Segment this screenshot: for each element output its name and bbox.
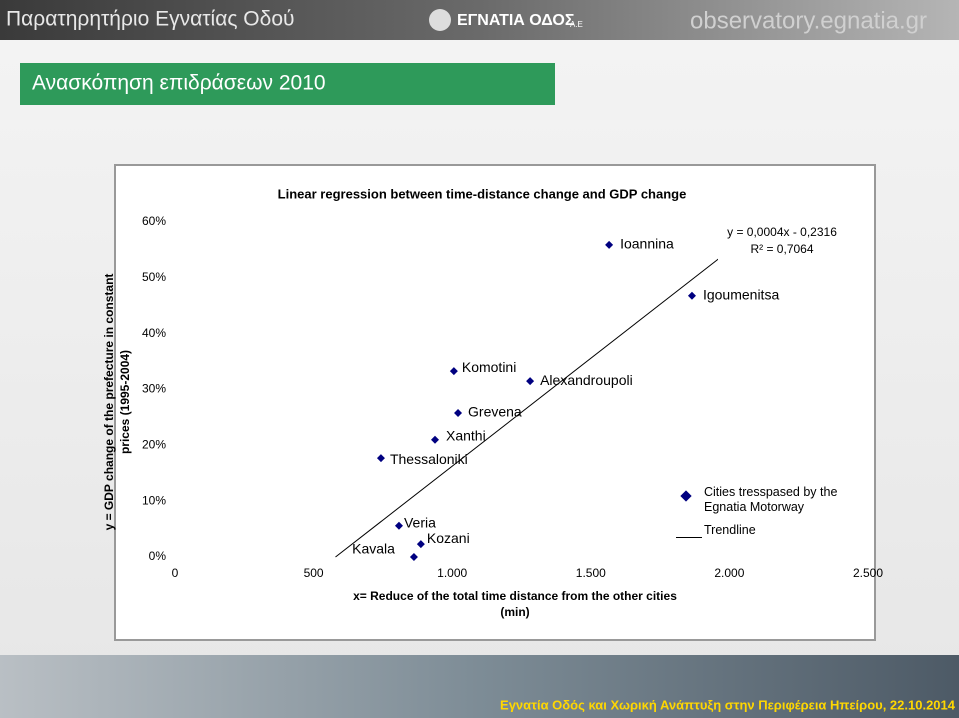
y-tick-label: 20%: [142, 438, 166, 452]
legend-line: [676, 537, 702, 538]
y-axis-title: y = GDP change of the prefecture in cons…: [102, 274, 116, 531]
point-label: Ioannina: [620, 236, 674, 252]
data-point: [409, 553, 418, 561]
x-tick-label: 2.000: [714, 566, 744, 580]
legend-marker: [680, 490, 692, 502]
r-squared: R² = 0,7064: [750, 242, 813, 256]
data-point: [394, 521, 403, 530]
equation-box: [718, 223, 845, 263]
data-point: [526, 377, 535, 386]
y-axis-title: prices (1995-2004): [118, 350, 132, 454]
header-band: [0, 0, 959, 40]
point-label: Xanthi: [446, 427, 486, 443]
title-box: [20, 63, 555, 105]
data-point: [605, 240, 614, 249]
data-point: [449, 367, 458, 376]
point-label: Alexandroupoli: [540, 372, 633, 388]
equation: y = 0,0004x - 0,2316: [727, 225, 837, 239]
header-right: observatory.egnatia.gr: [690, 7, 927, 34]
x-tick-label: 500: [304, 566, 324, 580]
point-label: Grevena: [468, 404, 522, 420]
footer-text: Εγνατία Οδός και Χωρική Ανάπτυξη στην Πε…: [500, 697, 956, 712]
header-center: ΕΓΝΑΤΙΑ ΟΔΟΣ: [457, 12, 575, 29]
y-tick-label: 30%: [142, 382, 166, 396]
y-tick-label: 50%: [142, 270, 166, 284]
data-point: [454, 408, 463, 417]
header-left: Παρατηρητήριο Εγνατίας Οδού: [6, 8, 294, 31]
slide-title: Ανασκόπηση επιδράσεων 2010: [32, 72, 326, 95]
legend: Cities tresspased by the Egnatia Motorwa…: [673, 480, 841, 554]
point-label: Komotini: [462, 359, 516, 375]
point-label: Kozani: [427, 530, 470, 546]
logo: [429, 9, 451, 31]
header-center-suffix: Α.Ε: [570, 20, 583, 29]
point-label: Veria: [404, 514, 436, 530]
point-label: Igoumenitsa: [703, 286, 779, 302]
y-tick-label: 60%: [142, 214, 166, 228]
point-label: Kavala: [352, 541, 395, 557]
data-point: [687, 291, 696, 300]
data-point: [431, 435, 440, 444]
x-tick-label: 0: [172, 566, 179, 580]
legend-label: Cities tresspased by the Egnatia Motorwa…: [704, 485, 838, 514]
x-axis-title: (min): [500, 605, 529, 619]
y-tick-label: 10%: [142, 493, 166, 507]
y-tick-label: 40%: [142, 326, 166, 340]
y-tick-label: 0%: [149, 549, 167, 563]
x-axis-title: x= Reduce of the total time distance fro…: [353, 589, 677, 603]
data-point: [376, 454, 385, 463]
x-tick-label: 1.500: [576, 566, 606, 580]
data-point: [416, 540, 425, 549]
point-label: Thessaloniki: [390, 451, 468, 467]
chart-title: Linear regression between time-distance …: [278, 186, 687, 201]
legend-label: Trendline: [704, 523, 756, 537]
footer-band: [0, 655, 959, 718]
trendline: [335, 257, 721, 558]
x-tick-label: 1.000: [437, 566, 467, 580]
x-tick-label: 2.500: [853, 566, 883, 580]
